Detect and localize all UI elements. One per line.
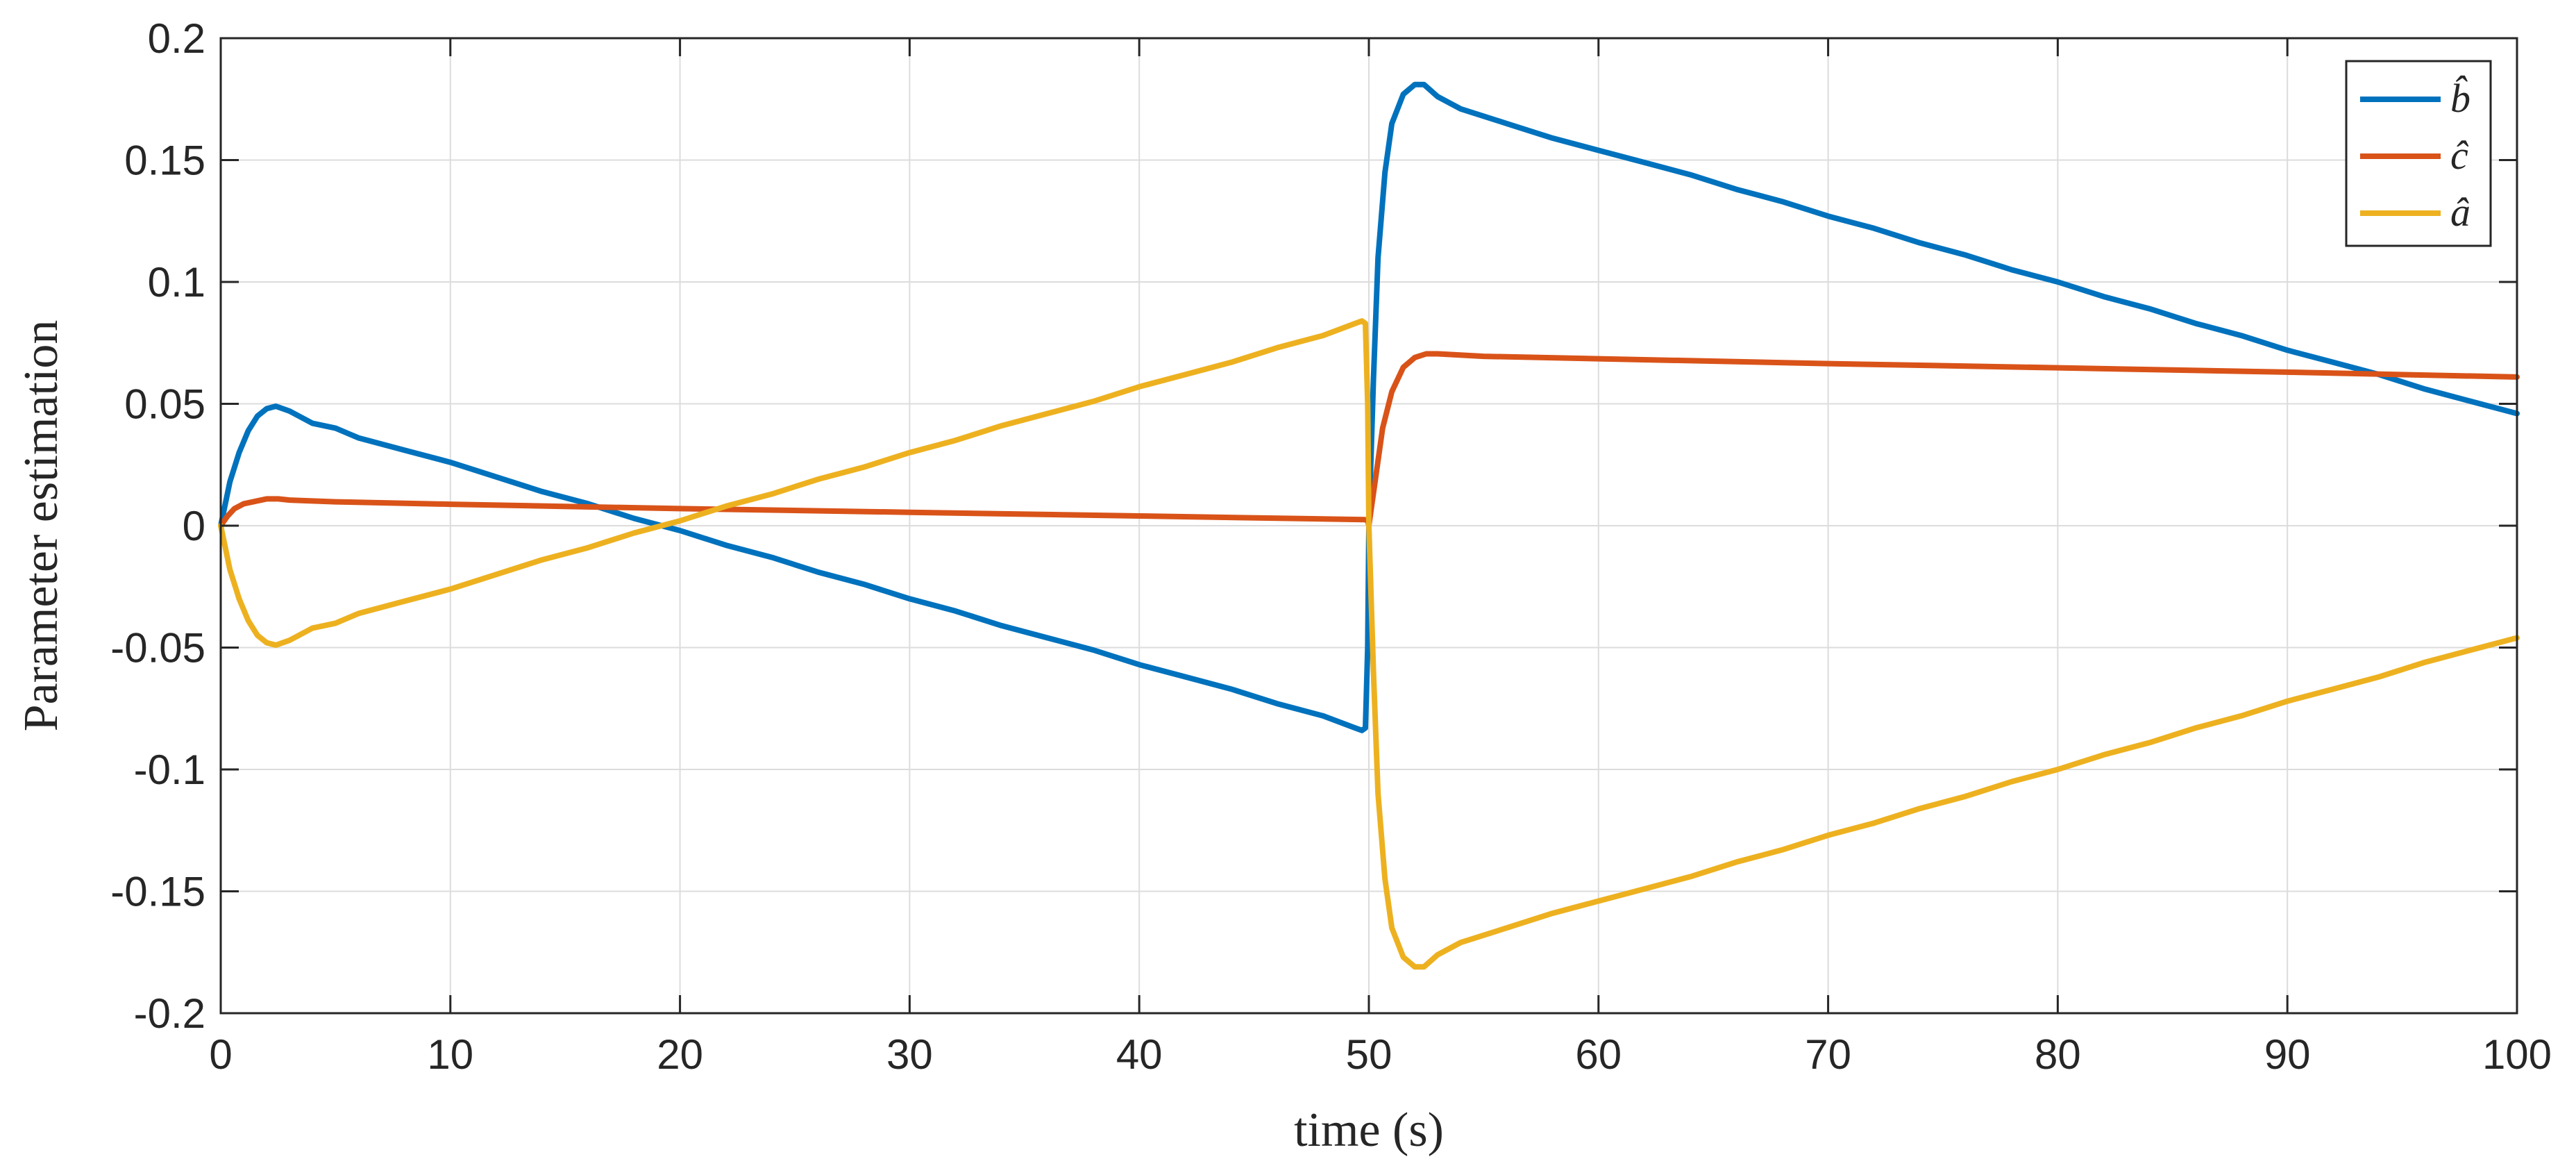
x-tick-label: 70 xyxy=(1805,1031,1851,1078)
legend: b̂ ĉâ xyxy=(2345,60,2492,247)
x-tick-label: 50 xyxy=(1346,1031,1392,1078)
x-axis-label: time (s) xyxy=(1294,1103,1444,1157)
x-tick-label: 20 xyxy=(657,1031,703,1078)
legend-label-0: b̂ xyxy=(2450,76,2470,121)
y-tick-label: -0.1 xyxy=(134,747,205,793)
x-tick-label: 90 xyxy=(2264,1031,2311,1078)
x-tick-labels: 0 10 20 30 40 50 60 70 80 90 100 xyxy=(209,1031,2552,1078)
y-axis-label: Parameter estimation xyxy=(15,320,68,732)
series-lines xyxy=(218,81,2520,970)
x-tick-label: 0 xyxy=(209,1031,232,1078)
y-tick-label: 0 xyxy=(183,503,205,549)
legend-items: b̂ ĉâ xyxy=(2360,76,2470,235)
x-tick-label: 10 xyxy=(427,1031,473,1078)
y-tick-labels: -0.2 -0.15 -0.1 -0.05 0 0.05 0.1 0.15 0.2 xyxy=(110,15,205,1037)
x-tick-label: 30 xyxy=(886,1031,933,1078)
y-tick-label: -0.2 xyxy=(134,990,205,1037)
y-tick-label: -0.15 xyxy=(110,869,205,915)
x-tick-label: 80 xyxy=(2035,1031,2081,1078)
series-line-0 xyxy=(218,81,2520,733)
y-tick-label: 0.1 xyxy=(148,259,205,306)
x-tick-label: 60 xyxy=(1575,1031,1622,1078)
y-tick-label: 0.15 xyxy=(124,138,205,184)
series-line-2 xyxy=(218,318,2520,970)
y-tick-label: -0.05 xyxy=(110,625,205,672)
legend-label-1: ĉ xyxy=(2450,133,2469,178)
x-tick-label: 40 xyxy=(1116,1031,1163,1078)
y-tick-label: 0.2 xyxy=(148,15,205,62)
y-tick-label: 0.05 xyxy=(124,381,205,428)
axis-ticks xyxy=(219,37,2518,1015)
legend-label-2: â xyxy=(2450,190,2470,235)
x-tick-label: 100 xyxy=(2482,1031,2552,1078)
